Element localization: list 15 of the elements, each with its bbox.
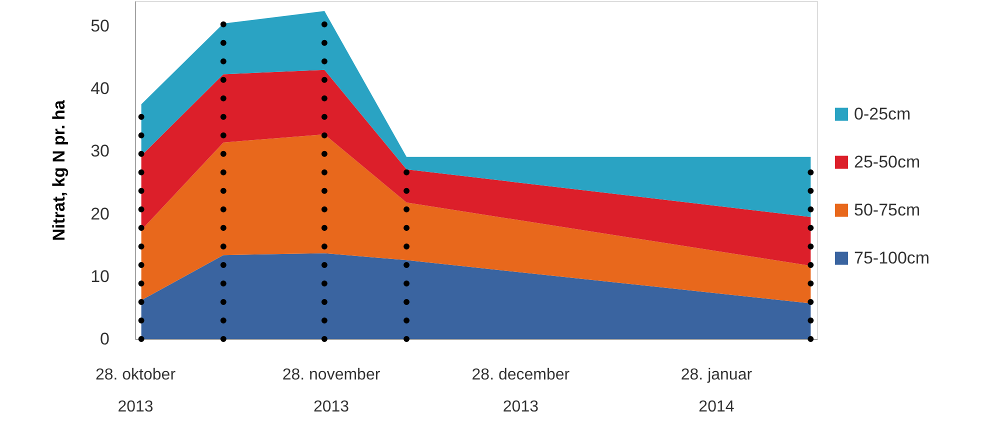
y-tick-label: 20 [90,204,110,224]
legend-label: 50-75cm [854,200,920,220]
legend-label: 0-25cm [854,104,911,124]
y-axis-title: Nitrat, kg N pr. ha [50,100,69,241]
y-tick-label: 0 [100,330,110,348]
legend-label: 75-100cm [854,248,930,268]
y-tick-label: 30 [90,142,110,161]
x-tick-label: 28. november 2013 [282,366,381,416]
x-tick-label: 28. oktober 2013 [95,366,176,416]
y-tick-label: 50 [90,16,110,36]
x-tick-label: 28. januar 2014 [680,366,753,416]
legend-label: 25-50cm [854,152,920,172]
x-tick-label: 28. december 2013 [472,366,570,416]
y-tick-label: 10 [90,266,110,286]
y-tick-label: 40 [90,79,110,98]
